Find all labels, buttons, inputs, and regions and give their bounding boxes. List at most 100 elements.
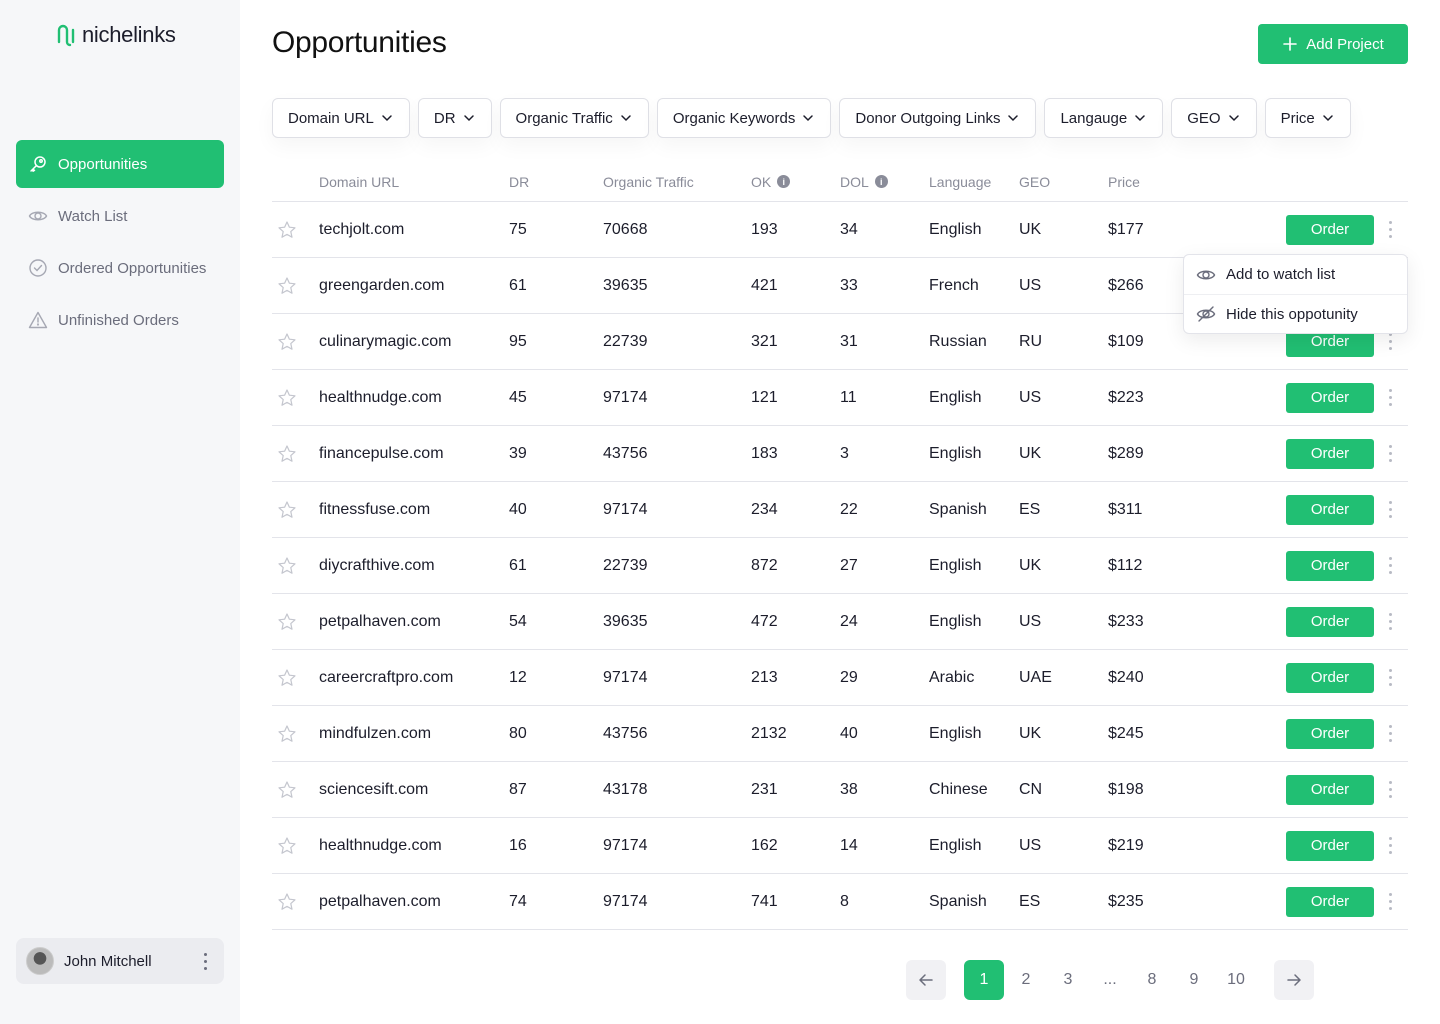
favorite-button[interactable] [272, 668, 319, 688]
page-8[interactable]: 8 [1147, 971, 1157, 988]
favorite-button[interactable] [272, 780, 319, 800]
order-button[interactable]: Order [1286, 606, 1374, 637]
page-1[interactable]: 1 [964, 960, 1004, 1000]
row-more-button[interactable] [1374, 893, 1408, 910]
cell-traffic: 39635 [603, 276, 648, 294]
page-2[interactable]: 2 [1021, 971, 1031, 988]
user-card[interactable]: John Mitchell [16, 938, 224, 984]
row-context-menu: Add to watch list Hide this oppotunity [1183, 254, 1408, 334]
row-more-button[interactable] [1374, 445, 1408, 462]
menu-item-label: Hide this oppotunity [1226, 305, 1358, 323]
cell-dr: 87 [509, 780, 527, 798]
order-button[interactable]: Order [1286, 438, 1374, 469]
column-header-dol[interactable]: DOL i [840, 174, 929, 190]
cell-ok: 872 [751, 556, 778, 574]
prev-page-button[interactable] [906, 960, 946, 1000]
order-button[interactable]: Order [1286, 774, 1374, 805]
favorite-button[interactable] [272, 276, 319, 296]
cell-ok: 183 [751, 444, 778, 462]
sidebar-item-label: Watch List [58, 207, 128, 225]
favorite-button[interactable] [272, 892, 319, 912]
filter-donor-outgoing-links[interactable]: Donor Outgoing Links [839, 98, 1037, 138]
filter-language[interactable]: Langauge [1044, 98, 1164, 138]
user-more-button[interactable] [196, 951, 216, 971]
order-button[interactable]: Order [1286, 662, 1374, 693]
row-more-button[interactable] [1374, 837, 1408, 854]
table-row: petpalhaven.com 54 39635 472 24 English US $233… [272, 594, 1408, 650]
cell-price: $235 [1108, 892, 1144, 910]
sidebar-item-unfinished-orders[interactable]: Unfinished Orders [16, 296, 224, 344]
favorite-button[interactable] [272, 836, 319, 856]
favorite-button[interactable] [272, 612, 319, 632]
order-button[interactable]: Order [1286, 886, 1374, 917]
favorite-button[interactable] [272, 500, 319, 520]
page-3[interactable]: 3 [1063, 971, 1073, 988]
page-9[interactable]: 9 [1189, 971, 1199, 988]
favorite-button[interactable] [272, 724, 319, 744]
filter-label: Organic Traffic [515, 109, 613, 127]
filter-label: GEO [1187, 109, 1221, 127]
favorite-button[interactable] [272, 388, 319, 408]
logo[interactable]: nichelinks [56, 22, 176, 48]
cell-geo: UK [1019, 220, 1042, 238]
filter-organic-keywords[interactable]: Organic Keywords [656, 98, 832, 138]
kebab-icon [1389, 445, 1393, 462]
order-button[interactable]: Order [1286, 550, 1374, 581]
sidebar-item-opportunities[interactable]: Opportunities [16, 140, 224, 188]
order-button[interactable]: Order [1286, 382, 1374, 413]
favorite-button[interactable] [272, 556, 319, 576]
column-header-traffic[interactable]: Organic Traffic [603, 173, 694, 190]
cell-language: Spanish [929, 500, 987, 518]
filter-label: Price [1280, 109, 1315, 127]
row-more-button[interactable] [1374, 501, 1408, 518]
next-page-button[interactable] [1274, 960, 1314, 1000]
column-header-domain[interactable]: Domain URL [319, 173, 400, 190]
cell-domain: mindfulzen.com [319, 724, 432, 742]
row-more-button[interactable] [1374, 333, 1408, 350]
order-button[interactable]: Order [1286, 830, 1374, 861]
filter-geo[interactable]: GEO [1171, 98, 1257, 138]
filter-label: Langauge [1060, 109, 1128, 127]
cell-traffic: 39635 [603, 612, 648, 630]
info-icon[interactable]: i [874, 175, 888, 188]
favorite-button[interactable] [272, 332, 319, 352]
column-header-price[interactable]: Price [1108, 173, 1140, 190]
filter-domain-url[interactable]: Domain URL [272, 98, 410, 138]
column-header-language[interactable]: Language [929, 173, 992, 190]
cell-domain: careercraftpro.com [319, 668, 454, 686]
row-more-button[interactable] [1374, 613, 1408, 630]
page-10[interactable]: 10 [1227, 971, 1245, 988]
cell-ok: 472 [751, 612, 778, 630]
filter-price[interactable]: Price [1264, 98, 1351, 138]
sidebar-item-watch-list[interactable]: Watch List [16, 192, 224, 240]
cell-dr: 80 [509, 724, 527, 742]
favorite-button[interactable] [272, 444, 319, 464]
order-button[interactable]: Order [1286, 494, 1374, 525]
filter-label: Donor Outgoing Links [855, 109, 1001, 127]
cell-price: $109 [1108, 332, 1144, 350]
row-more-button[interactable] [1374, 221, 1408, 238]
sidebar-item-ordered-opportunities[interactable]: Ordered Opportunities [16, 244, 224, 292]
row-more-button[interactable] [1374, 781, 1408, 798]
cell-dr: 74 [509, 892, 527, 910]
star-icon [278, 780, 296, 798]
cell-dol: 14 [840, 836, 858, 854]
filter-dr[interactable]: DR [417, 98, 492, 138]
favorite-button[interactable] [272, 220, 319, 240]
row-more-button[interactable] [1374, 669, 1408, 686]
order-button[interactable]: Order [1286, 718, 1374, 749]
info-icon[interactable]: i [777, 175, 791, 188]
add-project-button[interactable]: Add Project [1258, 24, 1408, 64]
column-header-dr[interactable]: DR [509, 173, 530, 190]
order-button[interactable]: Order [1286, 214, 1374, 245]
row-more-button[interactable] [1374, 389, 1408, 406]
filter-organic-traffic[interactable]: Organic Traffic [499, 98, 649, 138]
filter-label: DR [433, 109, 456, 127]
column-header-geo[interactable]: GEO [1019, 173, 1051, 190]
hide-opportunity-item[interactable]: Hide this oppotunity [1184, 294, 1407, 333]
column-header-ok[interactable]: OK i [751, 174, 840, 190]
chevron-down-icon [382, 115, 392, 122]
row-more-button[interactable] [1374, 725, 1408, 742]
add-to-watch-list-item[interactable]: Add to watch list [1184, 255, 1407, 294]
row-more-button[interactable] [1374, 557, 1408, 574]
